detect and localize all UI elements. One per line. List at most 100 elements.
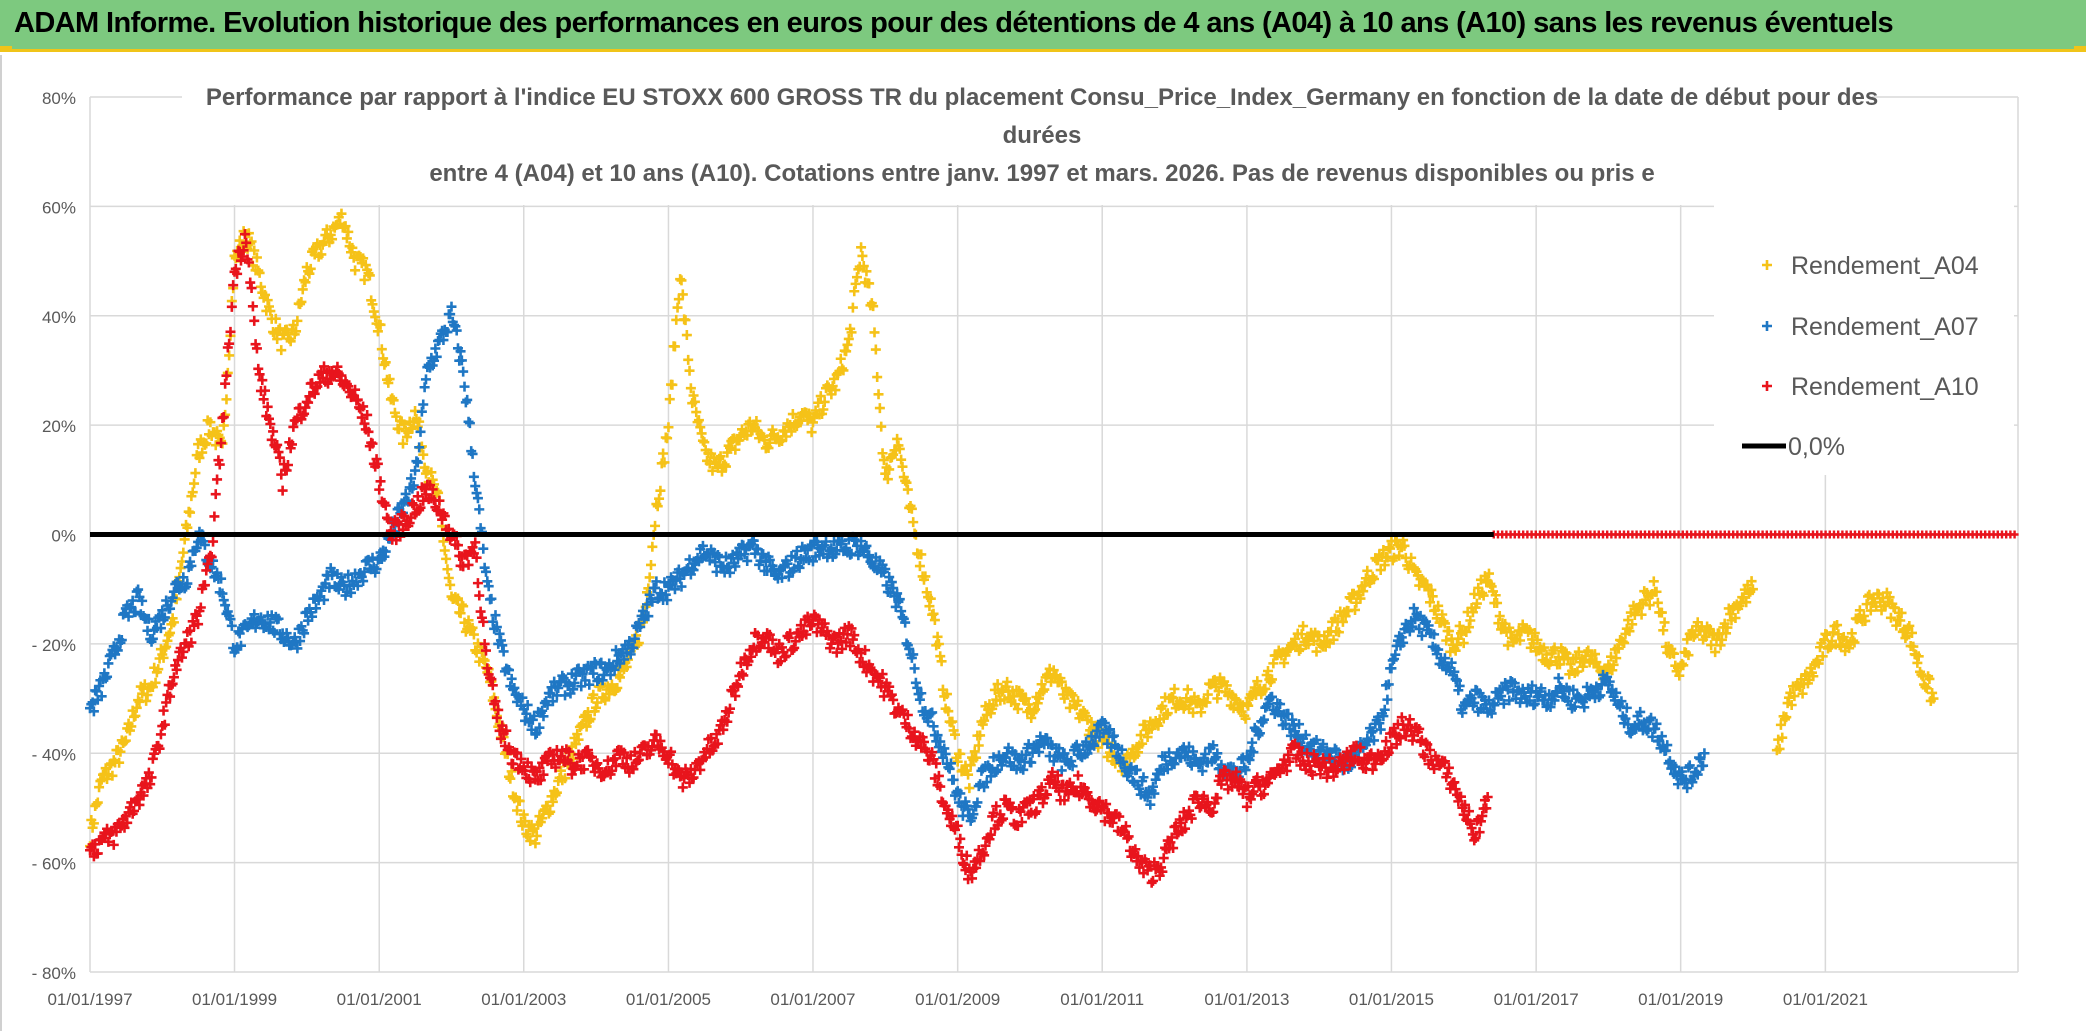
data-point-rendement-a07 (1545, 702, 1556, 713)
chart-title-line-2: durées (1003, 122, 1082, 149)
data-point-rendement-a07 (712, 550, 723, 561)
data-point-rendement-a04 (1012, 704, 1023, 715)
data-point-rendement-a04 (1161, 709, 1172, 720)
data-point-rendement-a04 (1048, 665, 1059, 676)
data-point-rendement-a10 (1016, 817, 1027, 828)
data-point-rendement-a07 (881, 580, 892, 591)
data-point-rendement-a07 (910, 677, 921, 688)
data-point-rendement-a04 (1135, 730, 1146, 741)
data-point-rendement-a04 (466, 624, 477, 635)
data-point-rendement-a07 (908, 649, 919, 660)
data-point-rendement-a04 (696, 428, 707, 439)
data-point-rendement-a10 (463, 559, 474, 570)
data-point-rendement-a04 (646, 559, 657, 570)
data-point-rendement-a10 (208, 536, 219, 547)
data-point-rendement-a07 (420, 374, 431, 385)
data-point-rendement-a04 (438, 536, 449, 547)
data-point-rendement-a04 (218, 420, 229, 431)
data-point-rendement-a10 (253, 363, 264, 374)
data-point-rendement-a07 (1089, 740, 1100, 751)
data-point-rendement-a10 (367, 438, 378, 449)
data-point-rendement-a10 (146, 772, 157, 783)
data-point-rendement-a04 (1891, 620, 1902, 631)
data-point-rendement-a10 (1166, 832, 1177, 843)
data-point-rendement-a04 (1142, 732, 1153, 743)
x-tick-label: 01/01/2011 (1060, 990, 1144, 1009)
data-point-rendement-a04 (543, 808, 554, 819)
data-point-rendement-a10 (1231, 766, 1242, 777)
data-point-rendement-a04 (1267, 674, 1278, 685)
data-point-rendement-a04 (655, 485, 666, 496)
data-point-rendement-a10 (1041, 789, 1052, 800)
x-tick-label: 01/01/2007 (770, 990, 855, 1009)
data-point-rendement-a04 (1294, 645, 1305, 656)
data-point-rendement-a10 (493, 704, 504, 715)
data-point-rendement-a04 (929, 615, 940, 626)
data-point-rendement-a04 (321, 224, 332, 235)
data-point-rendement-a04 (463, 615, 474, 626)
data-point-rendement-a04 (254, 267, 265, 278)
data-point-rendement-a07 (191, 542, 202, 553)
data-point-rendement-a10 (555, 751, 566, 762)
data-point-rendement-a07 (131, 586, 142, 597)
data-point-rendement-a04 (604, 689, 615, 700)
data-point-rendement-a04 (933, 638, 944, 649)
data-point-rendement-a07 (468, 471, 479, 482)
data-point-rendement-a07 (968, 809, 979, 820)
data-point-rendement-a04 (1627, 619, 1638, 630)
data-point-rendement-a07 (1212, 748, 1223, 759)
data-point-rendement-a07 (1150, 774, 1161, 785)
data-point-rendement-a04 (838, 365, 849, 376)
data-point-rendement-a07 (522, 699, 533, 710)
data-point-rendement-a07 (1694, 752, 1705, 763)
data-point-rendement-a04 (830, 385, 841, 396)
data-point-rendement-a07 (972, 797, 983, 808)
data-point-rendement-a07 (1254, 728, 1265, 739)
legend-label: 0,0% (1788, 433, 1845, 461)
data-point-rendement-a04 (843, 333, 854, 344)
data-point-rendement-a10 (1294, 742, 1305, 753)
data-point-rendement-a07 (547, 696, 558, 707)
data-point-rendement-a10 (239, 229, 250, 240)
data-point-rendement-a07 (1408, 603, 1419, 614)
data-point-rendement-a10 (1158, 853, 1169, 864)
data-point-rendement-a10 (238, 245, 249, 256)
data-point-rendement-a10 (718, 724, 729, 735)
data-point-rendement-a10 (129, 805, 140, 816)
y-tick-label: 20% (42, 417, 76, 436)
data-point-rendement-a04 (1463, 622, 1474, 633)
data-point-rendement-a07 (408, 480, 419, 491)
data-point-rendement-a10 (1407, 735, 1418, 746)
data-point-rendement-a04 (1904, 620, 1915, 631)
data-point-rendement-a07 (133, 584, 144, 595)
data-point-rendement-a04 (343, 226, 354, 237)
data-point-rendement-a07 (218, 595, 229, 606)
data-point-rendement-a10 (759, 637, 770, 648)
data-point-rendement-a04 (1658, 625, 1669, 636)
data-point-rendement-a10 (1176, 817, 1187, 828)
data-point-rendement-a07 (1059, 748, 1070, 759)
data-point-rendement-a10 (133, 793, 144, 804)
data-point-rendement-a07 (1331, 745, 1342, 756)
data-point-rendement-a07 (472, 493, 483, 504)
data-point-rendement-a07 (371, 564, 382, 575)
data-point-rendement-a04 (1311, 646, 1322, 657)
data-point-rendement-a04 (1137, 738, 1148, 749)
data-point-rendement-a07 (1398, 637, 1409, 648)
data-point-rendement-a07 (1502, 684, 1513, 695)
x-tick-label: 01/01/2013 (1204, 990, 1289, 1009)
data-point-rendement-a10 (688, 772, 699, 783)
data-point-rendement-a07 (236, 640, 247, 651)
data-point-rendement-a07 (643, 611, 654, 622)
data-point-rendement-a10 (525, 777, 536, 788)
data-point-rendement-a04 (1262, 666, 1273, 677)
data-point-rendement-a04 (514, 796, 525, 807)
data-point-rendement-a10 (633, 754, 644, 765)
data-point-rendement-a07 (380, 546, 391, 557)
data-point-rendement-a04 (1064, 702, 1075, 713)
data-point-rendement-a10 (1443, 762, 1454, 773)
data-point-rendement-a07 (1374, 718, 1385, 729)
data-point-rendement-a10 (221, 370, 232, 381)
data-point-rendement-a04 (1746, 576, 1757, 587)
data-point-rendement-a07 (459, 381, 470, 392)
